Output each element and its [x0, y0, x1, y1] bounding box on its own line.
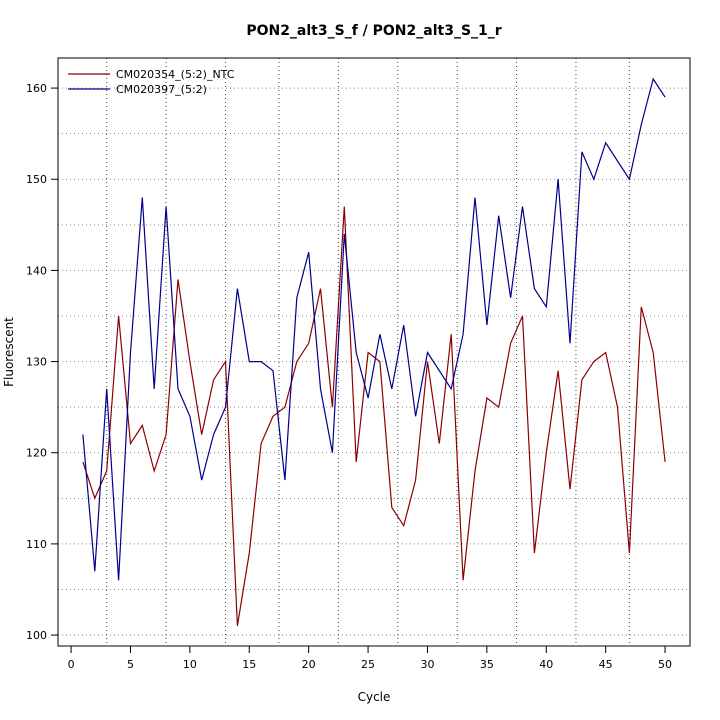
x-tick-label: 0 — [68, 658, 75, 671]
x-axis-label: Cycle — [358, 690, 391, 704]
plot-frame — [57, 57, 691, 647]
x-tick-label: 30 — [420, 658, 434, 671]
x-tick-label: 25 — [361, 658, 375, 671]
y-axis-label: Fluorescent — [2, 317, 16, 387]
legend-label-2: CM020397_(5:2) — [116, 83, 207, 96]
y-tick-label: 160 — [26, 82, 47, 95]
y-tick-label: 110 — [26, 538, 47, 551]
x-tick-label: 10 — [183, 658, 197, 671]
x-tick-label: 15 — [242, 658, 256, 671]
y-tick-label: 100 — [26, 629, 47, 642]
grid-layer — [58, 58, 690, 646]
series-layer — [82, 77, 666, 626]
x-tick-label: 50 — [658, 658, 672, 671]
series-line-2 — [82, 77, 666, 581]
y-tick-label: 140 — [26, 264, 47, 277]
x-tick-label: 45 — [599, 658, 613, 671]
y-tick-label: 130 — [26, 356, 47, 369]
y-tick-label: 150 — [26, 173, 47, 186]
x-tick-label: 5 — [127, 658, 134, 671]
y-tick-label: 120 — [26, 447, 47, 460]
chart-title: PON2_alt3_S_f / PON2_alt3_S_1_r — [246, 23, 501, 39]
series-line-1 — [82, 206, 666, 626]
x-tick-label: 35 — [480, 658, 494, 671]
x-tick-label: 40 — [539, 658, 553, 671]
legend: CM020354_(5:2)_NTC CM020397_(5:2) — [68, 68, 235, 96]
legend-label-1: CM020354_(5:2)_NTC — [116, 68, 235, 81]
x-tick-label: 20 — [302, 658, 316, 671]
axis-layer: 0 5 10 15 20 25 30 35 40 45 50 100 110 120 130 140 150 16… — [26, 82, 672, 671]
